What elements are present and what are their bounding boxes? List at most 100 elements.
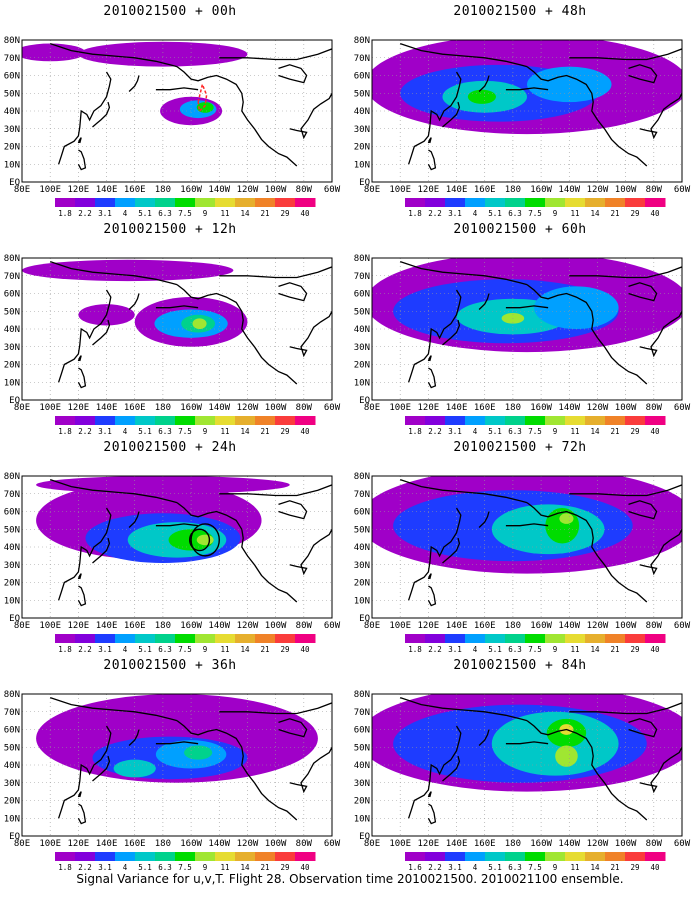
x-tick-label: 80W bbox=[646, 839, 663, 849]
coastline bbox=[442, 319, 461, 346]
y-tick-label: 50N bbox=[4, 307, 20, 317]
x-tick-label: 120E bbox=[418, 839, 440, 849]
colorbar-label: 5.1 bbox=[138, 645, 152, 654]
coastline bbox=[77, 137, 82, 144]
coastline bbox=[478, 511, 490, 528]
coastline bbox=[278, 64, 308, 84]
shaded-region bbox=[192, 318, 207, 329]
colorbar-label: 29 bbox=[630, 863, 639, 872]
panel-title: 2010021500 + 00h bbox=[103, 4, 237, 19]
coastline bbox=[57, 289, 112, 383]
colorbar-label: 4 bbox=[123, 645, 128, 654]
coastline bbox=[399, 260, 528, 286]
x-tick-label: 100E bbox=[389, 403, 411, 413]
shaded-region bbox=[113, 759, 156, 778]
coastline bbox=[49, 260, 178, 286]
coastline bbox=[92, 319, 111, 346]
x-tick-label: 160W bbox=[180, 621, 202, 631]
colorbar-label: 11 bbox=[570, 863, 579, 872]
colorbar-label: 6.3 bbox=[508, 209, 522, 218]
x-tick-label: 140E bbox=[446, 621, 468, 631]
colorbar-swatch bbox=[195, 416, 216, 425]
colorbar-swatch bbox=[625, 416, 646, 425]
coastline bbox=[639, 92, 682, 140]
coastline bbox=[219, 702, 332, 715]
shaded-region bbox=[467, 89, 496, 104]
colorbar-label: 9 bbox=[203, 427, 208, 436]
colorbar-swatch bbox=[175, 852, 196, 861]
colorbar-swatch bbox=[235, 852, 256, 861]
x-tick-label: 60W bbox=[674, 403, 691, 413]
colorbar-label: 4 bbox=[473, 209, 478, 218]
colorbar-label: 2.2 bbox=[78, 427, 92, 436]
coastline bbox=[57, 725, 112, 819]
coastline bbox=[427, 803, 437, 825]
coastline bbox=[442, 755, 461, 782]
colorbar-label: 2.2 bbox=[78, 645, 92, 654]
map-frame bbox=[371, 39, 683, 183]
y-tick-label: 20N bbox=[4, 579, 20, 589]
y-tick-label: EQ bbox=[9, 178, 20, 188]
colorbar-label: 14 bbox=[590, 863, 600, 872]
colorbar-label: 6.3 bbox=[508, 427, 522, 436]
coastline bbox=[219, 484, 332, 497]
colorbar-swatch bbox=[295, 416, 316, 425]
coastline bbox=[176, 284, 298, 385]
y-tick-label: 60N bbox=[354, 72, 370, 82]
coastline bbox=[278, 282, 308, 302]
x-tick-label: 160E bbox=[124, 621, 146, 631]
coastline bbox=[278, 500, 308, 520]
colorbar-label: 4 bbox=[473, 645, 478, 654]
colorbar-label: 7.5 bbox=[528, 427, 542, 436]
y-tick-label: 40N bbox=[354, 543, 370, 553]
colorbar-label: 21 bbox=[260, 863, 269, 872]
colorbar-label: 2.2 bbox=[78, 209, 92, 218]
colorbar-label: 9 bbox=[553, 209, 558, 218]
x-tick-label: 140W bbox=[208, 185, 230, 195]
coastline bbox=[289, 746, 332, 794]
colorbar-swatch bbox=[55, 416, 76, 425]
colorbar-label: 9 bbox=[203, 645, 208, 654]
map-plot: 80E 100E 120E 140E 160E 180 160W 140W 120W 100W 80… bbox=[4, 690, 341, 872]
colorbar-label: 29 bbox=[630, 209, 639, 218]
x-tick-label: 80E bbox=[364, 839, 380, 849]
map-panel: 2010021500 + 60h 80E 100E 120E 140E 160E 180 16… bbox=[350, 218, 691, 436]
coastline bbox=[77, 585, 87, 607]
coastline bbox=[505, 523, 549, 527]
x-tick-label: 180 bbox=[505, 621, 521, 631]
coastline bbox=[442, 537, 461, 564]
colorbar-swatch bbox=[95, 852, 116, 861]
x-tick-label: 140W bbox=[208, 621, 230, 631]
x-tick-label: 120E bbox=[68, 403, 90, 413]
coastline bbox=[569, 48, 682, 61]
colorbar-swatch bbox=[525, 852, 546, 861]
y-tick-label: 50N bbox=[4, 89, 20, 99]
x-tick-label: 140W bbox=[558, 621, 580, 631]
y-tick-label: 60N bbox=[354, 290, 370, 300]
colorbar-swatch bbox=[465, 198, 486, 207]
colorbar-label: 6.3 bbox=[508, 645, 522, 654]
x-tick-label: 100W bbox=[615, 839, 637, 849]
colorbar-swatch bbox=[605, 416, 626, 425]
coastline bbox=[155, 305, 199, 309]
y-tick-label: 20N bbox=[354, 579, 370, 589]
colorbar-swatch bbox=[95, 634, 116, 643]
map-frame bbox=[371, 693, 683, 837]
colorbar-label: 40 bbox=[650, 645, 660, 654]
coastline bbox=[128, 511, 140, 528]
colorbar-label: 5.1 bbox=[488, 863, 502, 872]
x-tick-label: 140W bbox=[558, 403, 580, 413]
x-tick-label: 180 bbox=[155, 621, 171, 631]
x-tick-label: 80E bbox=[14, 621, 30, 631]
coastline bbox=[77, 149, 87, 171]
colorbar-label: 7.5 bbox=[178, 427, 192, 436]
coastline bbox=[176, 720, 298, 821]
colorbar-label: 11 bbox=[220, 863, 229, 872]
colorbar-label: 21 bbox=[260, 209, 269, 218]
x-tick-label: 120W bbox=[237, 403, 259, 413]
coastline bbox=[155, 523, 199, 527]
colorbar-swatch bbox=[565, 416, 586, 425]
colorbar-label: 40 bbox=[300, 863, 310, 872]
colorbar-swatch bbox=[255, 198, 276, 207]
coastline bbox=[407, 289, 462, 383]
